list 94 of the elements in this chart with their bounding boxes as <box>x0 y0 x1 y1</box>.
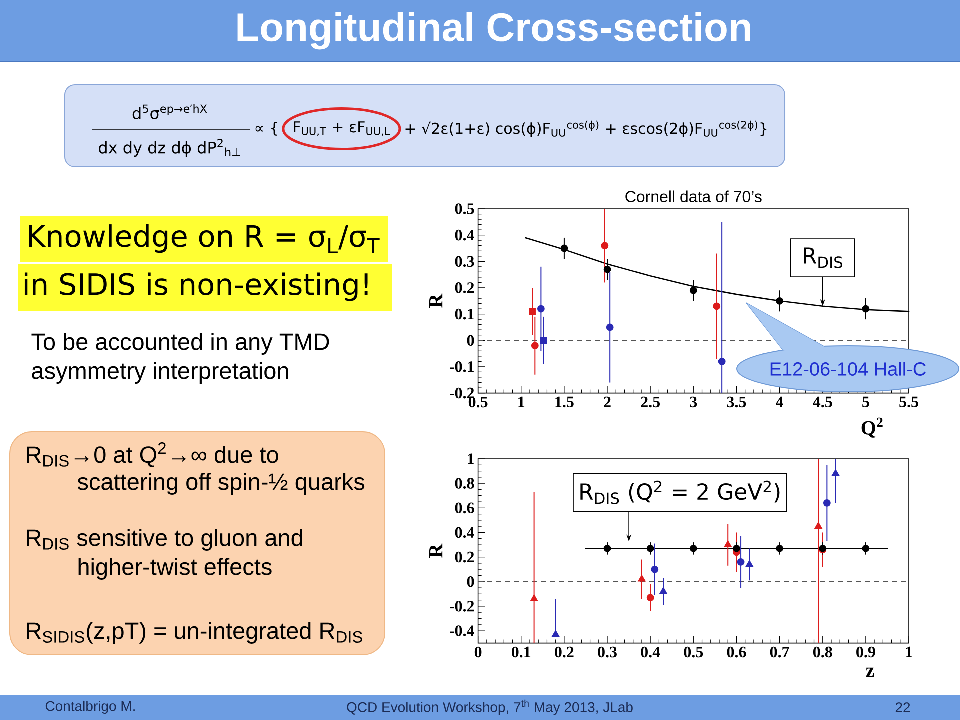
y-tick-label: -0.2 <box>450 388 474 399</box>
point <box>660 587 668 594</box>
point <box>733 544 740 552</box>
text: Knowledge on R = σ$_{L}$/σ$_{T}$ <box>29 224 380 254</box>
y-tick-label: 0.6 <box>455 502 474 514</box>
point <box>646 594 654 602</box>
x-tick-label: 2 <box>604 396 611 408</box>
x-tick-label: 0.1 <box>512 646 531 658</box>
y-tick-label: -0.2 <box>450 601 474 612</box>
point <box>690 286 698 294</box>
x-axis-title: Q$^{2}$ <box>862 418 883 438</box>
text: scattering off spin-½ quarks <box>78 473 365 495</box>
text: dx dy dz dϕ dP$^{2}$h⊥ <box>99 139 240 157</box>
x-tick-label: 1 <box>906 646 912 658</box>
point <box>540 337 548 344</box>
text: Contalbrigo M. <box>46 700 135 714</box>
point <box>646 544 654 552</box>
y-tick-label: 0.2 <box>455 552 474 563</box>
point <box>776 297 784 305</box>
point <box>814 522 822 529</box>
x-axis-title: z <box>866 668 874 678</box>
point <box>560 244 568 252</box>
point <box>718 358 726 366</box>
point <box>690 544 698 552</box>
point <box>832 469 840 476</box>
annotation: R$_{DIS}$ (Q$^{2}$ = 2 GeV$^{2}$) <box>580 480 780 504</box>
point <box>604 544 612 552</box>
point <box>529 308 536 316</box>
point <box>606 324 614 332</box>
text: d$^{5}$σ$^{ep→e′hX}$ <box>132 104 208 120</box>
point <box>601 242 609 250</box>
text: 22 <box>896 702 910 712</box>
point <box>638 575 646 582</box>
y-tick-label: 0.3 <box>455 256 474 268</box>
point <box>552 630 560 638</box>
x-tick-label: 5 <box>862 396 870 408</box>
y-tick-label: 0.4 <box>455 230 474 241</box>
y-tick-label: 0.5 <box>455 204 474 214</box>
point <box>724 540 732 548</box>
x-tick-label: 1 <box>518 396 525 408</box>
x-tick-label: 1.5 <box>556 396 574 408</box>
text: R$_{DIS}$→0 at Q$^{2}$→∞ due to <box>27 442 278 468</box>
text: To be accounted in any TMD <box>32 333 330 355</box>
chart-title: Cornell data of 70’s <box>626 190 762 202</box>
y-tick-label: -0.1 <box>450 362 474 372</box>
x-tick-label: 0.6 <box>727 646 746 658</box>
text: R$_{SIDIS}$(z,pT) = un-integrated R$_{DIS}$ <box>27 622 362 644</box>
text: Longitudinal Cross-section <box>238 12 750 50</box>
text: R$_{DIS}$ sensitive to gluon and <box>27 529 302 551</box>
point <box>823 500 831 507</box>
y-axis-title: R <box>429 294 443 308</box>
x-tick-label: 0.8 <box>813 646 832 658</box>
text: asymmetry interpretation <box>32 362 288 384</box>
x-tick-label: 5.5 <box>900 396 918 408</box>
point <box>713 302 721 310</box>
point <box>604 266 612 274</box>
y-tick-label: -0.4 <box>450 626 474 636</box>
y-tick-label: 0.1 <box>455 308 474 320</box>
annotation: R$_{DIS}$ <box>804 248 842 268</box>
x-tick-label: 0 <box>474 646 482 658</box>
x-tick-label: 0.4 <box>641 646 660 658</box>
x-tick-label: 0.7 <box>770 646 790 658</box>
x-tick-label: 0.9 <box>856 646 876 658</box>
y-axis-title: R <box>429 544 443 558</box>
y-tick-label: 0.2 <box>455 282 474 294</box>
y-tick-label: 0.8 <box>455 478 474 489</box>
y-tick-label: 0 <box>467 576 474 588</box>
x-tick-label: 0.2 <box>555 646 574 658</box>
x-tick-label: 4.5 <box>813 396 832 408</box>
y-tick-label: 1 <box>468 454 474 464</box>
annotation: E12-06-104 Hall-C <box>770 362 926 376</box>
text: in SIDIS is non-existing! <box>24 272 368 302</box>
point <box>531 342 539 350</box>
text: higher-twist effects <box>78 558 272 580</box>
point <box>862 305 870 313</box>
point <box>651 566 659 574</box>
point <box>862 544 870 552</box>
x-tick-label: 3.5 <box>727 396 746 408</box>
y-tick-label: 0 <box>467 335 474 346</box>
point <box>776 544 784 552</box>
x-tick-label: 4 <box>776 396 784 408</box>
text: QCD Evolution Workshop, 7$^{th}$ May 2013, JLab <box>347 700 633 716</box>
text: F$_{UU,T}$ + εF$_{UU,L}$ <box>294 122 390 136</box>
y-tick-label: 0.4 <box>455 527 474 538</box>
x-tick-label: 0.5 <box>684 646 704 658</box>
x-tick-label: 0.3 <box>598 646 617 658</box>
point <box>737 558 745 566</box>
point <box>537 305 545 313</box>
text: ∝ { <box>256 122 278 136</box>
x-tick-label: 3 <box>690 396 698 408</box>
point <box>530 594 538 602</box>
point <box>746 560 754 568</box>
x-tick-label: 2.5 <box>641 396 660 408</box>
text: + √2ε(1+ε) cos(ϕ)F$_{UU}$$^{cos(ϕ)}$ + εscos(2ϕ)F$_{UU}$$^{cos(2ϕ)}$} <box>406 120 767 138</box>
